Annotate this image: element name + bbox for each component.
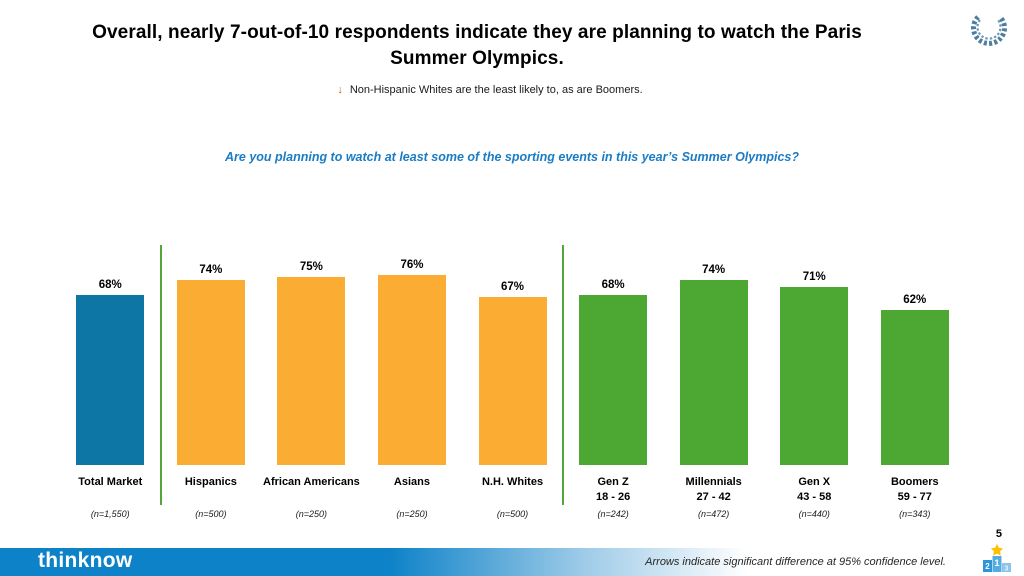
category-label-group: Gen Z 18 - 26 (n=242) (563, 475, 664, 519)
category-name: African Americans (263, 476, 360, 488)
bar-column: 74% (663, 264, 764, 465)
bar-column: 62% (865, 294, 966, 465)
key-finding-text: Non-Hispanic Whites are the least likely… (349, 84, 643, 96)
category-label-group: Boomers 59 - 77 (n=343) (865, 475, 966, 519)
category-label-group: Hispanics (n=500) (161, 475, 262, 519)
category-name: Total Market (78, 476, 143, 488)
category-name: Boomers 59 - 77 (890, 476, 939, 503)
category-name: Gen Z 18 - 26 (595, 476, 631, 503)
bar-column: 71% (764, 271, 865, 465)
bar (478, 297, 547, 465)
bar (277, 277, 346, 465)
category-name: Hispanics (184, 476, 237, 488)
bar-value-label: 62% (903, 294, 927, 306)
category-name: Gen X 43 - 58 (797, 476, 832, 503)
sample-size-label: (n=1,550) (90, 509, 130, 519)
bar (579, 295, 648, 465)
bar-value-label: 71% (802, 271, 826, 283)
chart-bars: 68% 74% 75% 76% 67% 68% 74% 71% 62% (60, 245, 966, 505)
category-label-group: N.H. Whites (n=500) (462, 475, 563, 519)
bar-value-label: 76% (400, 259, 424, 271)
bar-column: 68% (563, 279, 664, 465)
bar-value-label: 74% (702, 264, 726, 276)
category-label-group: Gen X 43 - 58 (n=440) (764, 475, 865, 519)
bar (880, 310, 949, 465)
bar (76, 295, 145, 465)
category-label-group: Millennials 27 - 42 (n=472) (663, 475, 764, 519)
category-label-group: Asians (n=250) (362, 475, 463, 519)
bar-column: 68% (60, 279, 161, 465)
podium-first: 1 (994, 558, 999, 568)
sample-size-label: (n=250) (396, 509, 428, 519)
key-finding-bullet: ↓ Non-Hispanic Whites are the least likel… (0, 84, 980, 96)
bar (679, 280, 748, 465)
sample-size-label: (n=472) (698, 509, 730, 519)
sample-size-label: (n=242) (597, 509, 629, 519)
bar (780, 287, 849, 465)
chart-separator-line-2 (561, 245, 564, 505)
bar-value-label: 68% (98, 279, 122, 291)
category-label-group: Total Market (n=1,550) (60, 475, 161, 519)
footer-significance-note: Arrows indicate significant difference a… (645, 556, 946, 568)
chart-separator-line-1 (159, 245, 162, 505)
bar-value-label: 68% (601, 279, 625, 291)
page-number: 5 (995, 528, 1002, 540)
chart-category-labels: Total Market (n=1,550) Hispanics (n=500) Afr… (60, 475, 965, 519)
bar-value-label: 74% (199, 264, 223, 276)
bar-value-label: 75% (299, 261, 323, 273)
bar-value-label: 67% (501, 281, 525, 293)
laurel-wreath-logo (971, 15, 1007, 46)
bar-column: 75% (261, 261, 362, 465)
bar-column: 67% (462, 281, 563, 465)
podium-third: 3 (1005, 566, 1009, 573)
page-title: Overall, nearly 7-out-of-10 respondents … (92, 22, 862, 70)
sample-size-label: (n=343) (899, 509, 931, 519)
footer-bar: thinknow Arrows indicate significant dif… (0, 548, 1024, 576)
sample-size-label: (n=500) (195, 509, 227, 519)
category-name: Asians (393, 476, 430, 488)
sample-size-label: (n=500) (496, 509, 529, 519)
sample-size-label: (n=440) (798, 509, 830, 519)
survey-question: Are you planning to watch at least some … (225, 150, 799, 164)
category-name: N.H. Whites (481, 476, 544, 488)
bar-column: 76% (362, 259, 463, 465)
bar (377, 275, 446, 465)
thinknow-logo: thinknow (38, 549, 133, 573)
podium-second: 2 (985, 562, 990, 571)
bar-chart: 68% 74% 75% 76% 67% 68% 74% 71% 62% Total Market… (60, 245, 965, 519)
category-label-group: African Americans (n=250) (261, 475, 362, 519)
sample-size-label: (n=250) (295, 509, 328, 519)
category-name: Millennials 27 - 42 (685, 476, 742, 503)
podium-icon: 2 1 3 (983, 544, 1011, 573)
bar (176, 280, 245, 465)
down-arrow-icon: ↓ (337, 84, 343, 96)
bar-column: 74% (161, 264, 262, 465)
